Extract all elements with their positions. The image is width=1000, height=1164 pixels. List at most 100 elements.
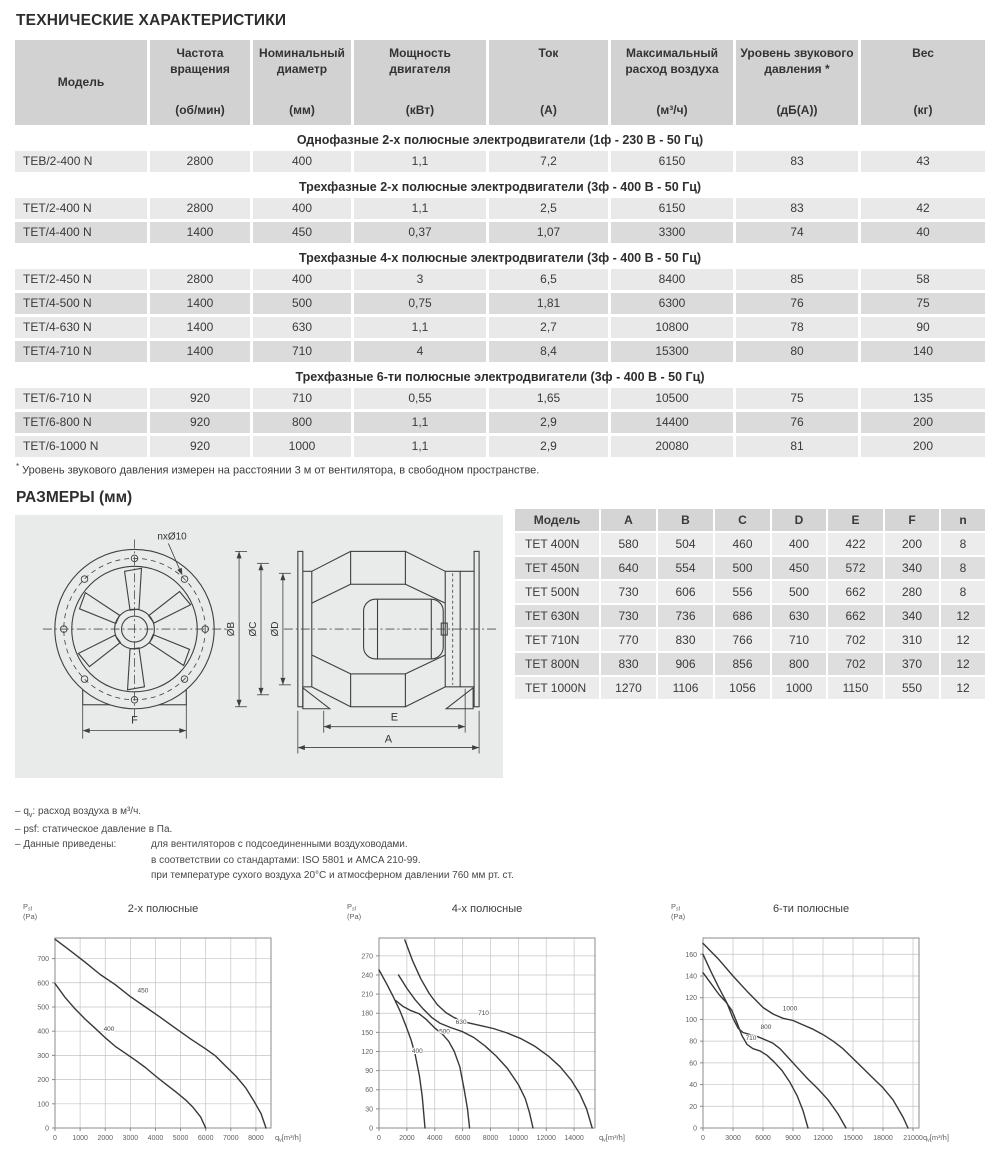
dim-cell: 702 xyxy=(828,628,883,651)
dim-cell: 800 xyxy=(772,652,826,675)
performance-charts: 0 1000 2000 3000 4000 5000 6000 7000 8000 0 100 200… xyxy=(15,896,985,1164)
spec-cell: 6300 xyxy=(611,293,733,314)
dim-cell: TET 400N xyxy=(515,532,599,555)
x-tick-label: 12000 xyxy=(536,1135,556,1142)
spec-cell: 2,5 xyxy=(489,198,608,219)
spec-cell: 1,1 xyxy=(354,151,486,172)
dim-cell: 504 xyxy=(658,532,713,555)
y-tick-label: 60 xyxy=(689,1060,697,1067)
y-tick-label: 90 xyxy=(365,1068,373,1075)
note-given-item: при температуре сухого воздуха 20°С и ат… xyxy=(151,870,514,881)
spec-cell: TET/4-500 N xyxy=(15,293,147,314)
spec-cell: 450 xyxy=(253,222,351,243)
spec-cell: 2,7 xyxy=(489,317,608,338)
x-tick-label: 5000 xyxy=(173,1135,189,1142)
spec-cell: 500 xyxy=(253,293,351,314)
dim-cell: 340 xyxy=(885,556,939,579)
spec-row: TEB/2-400 N 2800 400 1,1 7,2 6150 83 43 xyxy=(15,151,985,172)
footnote-asterisk: * xyxy=(16,462,20,471)
chart-title: 2-х полюсные xyxy=(128,903,198,915)
dim-cell: 640 xyxy=(601,556,656,579)
dimensions-heading: РАЗМЕРЫ (мм) xyxy=(16,488,133,506)
spec-cell: 710 xyxy=(253,388,351,409)
y-tick-label: 270 xyxy=(361,953,373,960)
dim-cell: 370 xyxy=(885,652,939,675)
dim-cell: 1150 xyxy=(828,676,883,699)
curve-label: 630 xyxy=(456,1019,467,1026)
dim-cell: 554 xyxy=(658,556,713,579)
dia-c-label: ØC xyxy=(248,621,259,636)
dim-cell: 12 xyxy=(941,604,985,627)
y-tick-label: 160 xyxy=(685,951,697,958)
y-axis-label: Psf xyxy=(23,902,33,913)
spec-cell: 81 xyxy=(736,436,858,457)
y-axis-label: Psf xyxy=(347,902,357,913)
dim-col-header: A xyxy=(601,508,656,531)
spec-cell: 400 xyxy=(253,198,351,219)
y-tick-label: 100 xyxy=(685,1016,697,1023)
dim-col-header: E xyxy=(828,508,883,531)
dim-cell: 550 xyxy=(885,676,939,699)
dim-row: TET 800N 830 906 856 800 702 370 12 xyxy=(515,652,985,675)
dim-cell: 500 xyxy=(715,556,770,579)
dim-col-header: n xyxy=(941,508,985,531)
dim-cell: 8 xyxy=(941,532,985,555)
spec-cell: 1,1 xyxy=(354,317,486,338)
notes-block: – qv: расход воздуха в м³/ч. – psf: стат… xyxy=(15,804,985,884)
curve-710 xyxy=(404,938,593,1129)
dim-cell: 770 xyxy=(601,628,656,651)
curve-label: 710 xyxy=(478,1010,489,1017)
x-tick-label: 4000 xyxy=(148,1135,164,1142)
dim-cell: 686 xyxy=(715,604,770,627)
y-tick-label: 210 xyxy=(361,991,373,998)
dim-cell: 730 xyxy=(601,604,656,627)
dim-cell: 830 xyxy=(601,652,656,675)
spec-row: TET/6-710 N 920 710 0,55 1,65 10500 75 135 xyxy=(15,388,985,409)
spec-cell: 76 xyxy=(736,412,858,433)
right-foot xyxy=(444,686,474,709)
x-tick-label: 6000 xyxy=(755,1135,771,1142)
curve-label: 450 xyxy=(137,987,148,994)
x-axis-label: qv[m³/h] xyxy=(923,1133,949,1144)
spec-cell: 3300 xyxy=(611,222,733,243)
dim-cell: 662 xyxy=(828,580,883,603)
note-given: – Данные приведены: для вентиляторов с п… xyxy=(15,837,985,884)
dim-cell: 606 xyxy=(658,580,713,603)
x-tick-label: 8000 xyxy=(248,1135,264,1142)
spec-cell: TET/2-450 N xyxy=(15,269,147,290)
x-tick-label: 12000 xyxy=(813,1135,833,1142)
dim-cell: 856 xyxy=(715,652,770,675)
chart-title: 6-ти полюсные xyxy=(773,903,849,915)
spec-cell: 15300 xyxy=(611,341,733,362)
spec-cell: 76 xyxy=(736,293,858,314)
y-tick-label: 120 xyxy=(685,995,697,1002)
spec-cell: 75 xyxy=(736,388,858,409)
spec-cell: 2,9 xyxy=(489,436,608,457)
x-tick-label: 21000 xyxy=(903,1135,923,1142)
y-tick-label: 140 xyxy=(685,973,697,980)
spec-cell: 1,1 xyxy=(354,198,486,219)
spec-cell: 200 xyxy=(861,412,985,433)
spec-cell: 42 xyxy=(861,198,985,219)
spec-cell: 90 xyxy=(861,317,985,338)
dim-cell: 1056 xyxy=(715,676,770,699)
dim-col-header: C xyxy=(715,508,770,531)
y-tick-label: 180 xyxy=(361,1010,373,1017)
y-tick-label: 150 xyxy=(361,1029,373,1036)
dim-e-label: E xyxy=(391,711,398,723)
spec-cell: TET/2-400 N xyxy=(15,198,147,219)
dim-row: TET 1000N 1270 1106 1056 1000 1150 550 12 xyxy=(515,676,985,699)
x-axis-label: qv[m³/h] xyxy=(275,1133,301,1144)
spec-cell: 10500 xyxy=(611,388,733,409)
curve-label: 400 xyxy=(412,1047,423,1054)
chart-4-pole: 0 2000 4000 6000 8000 10000 12000 14000 0 30 60 90 1… xyxy=(347,902,625,1144)
dim-cell: 766 xyxy=(715,628,770,651)
y-tick-label: 60 xyxy=(365,1087,373,1094)
curve-label: 1000 xyxy=(783,1005,798,1012)
dim-cell: 580 xyxy=(601,532,656,555)
spec-col-header: Вес (кг) xyxy=(861,40,985,125)
dia-d-label: ØD xyxy=(270,621,281,636)
spec-cell: 400 xyxy=(253,269,351,290)
